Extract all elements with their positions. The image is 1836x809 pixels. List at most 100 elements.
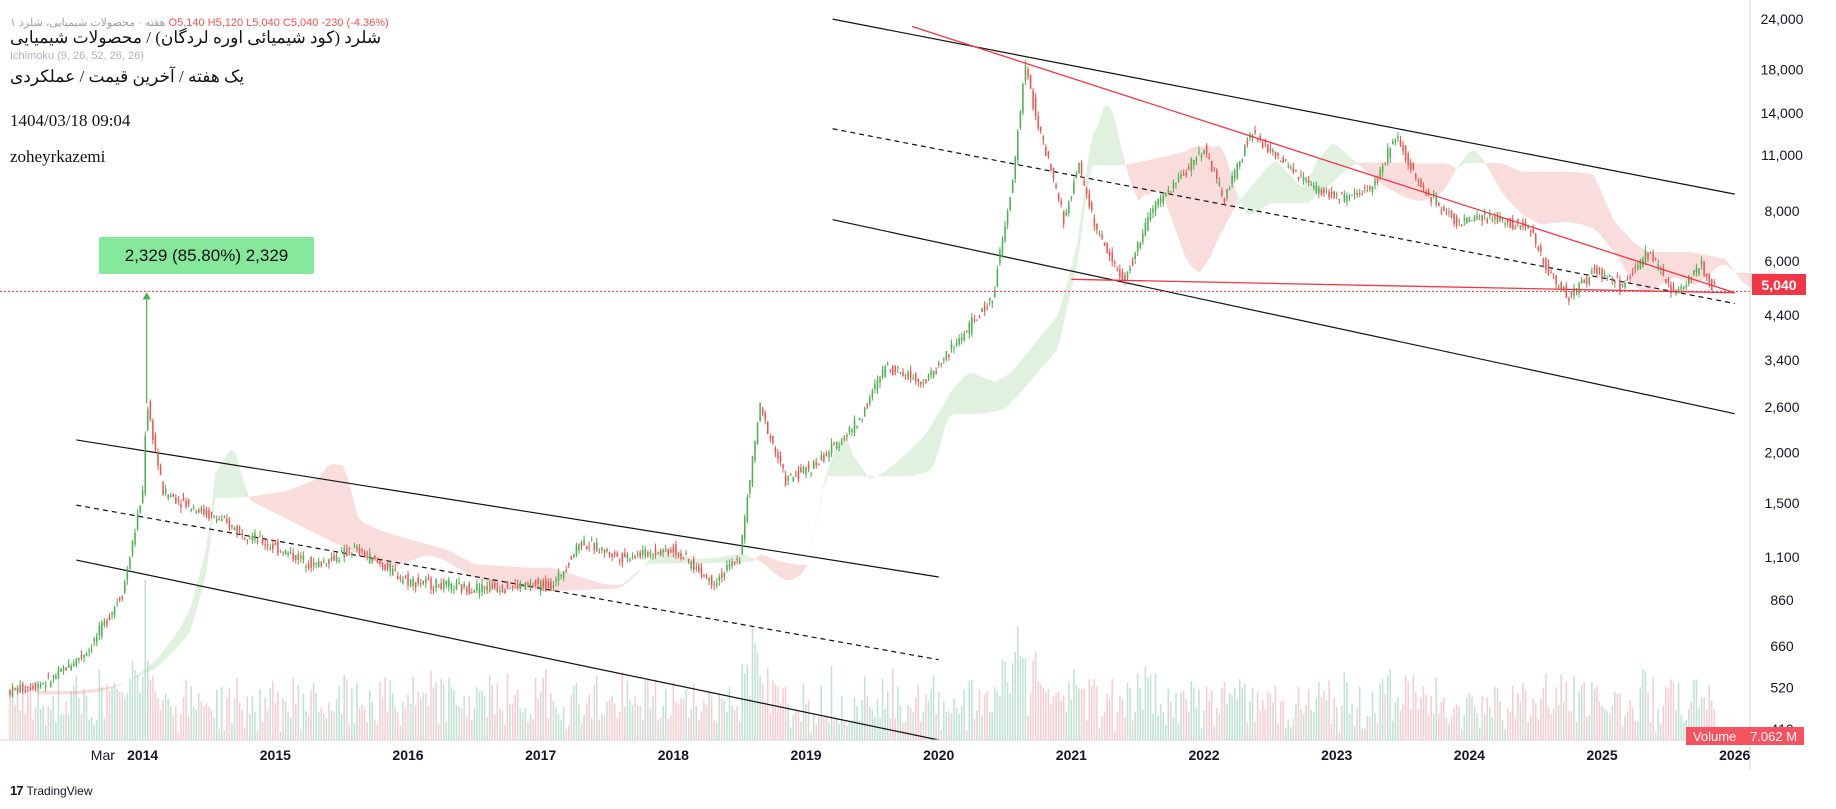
chart-author: zoheyrkazemi xyxy=(10,147,106,166)
cloud-segment xyxy=(919,435,925,474)
x-tick-label: 2023 xyxy=(1321,747,1352,763)
candle-body xyxy=(1279,160,1282,162)
volume-bar xyxy=(366,722,368,740)
volume-bar xyxy=(412,676,414,740)
volume-bar xyxy=(588,694,590,740)
volume-bar xyxy=(320,707,323,740)
candle-body xyxy=(147,409,149,431)
volume-bar xyxy=(491,684,493,740)
volume-bar xyxy=(448,677,450,740)
volume-bar xyxy=(32,719,34,740)
volume-bar xyxy=(1631,707,1634,740)
candle-body xyxy=(567,563,570,566)
candle-body xyxy=(266,544,269,546)
cloud-segment xyxy=(1470,151,1476,164)
volume-bar xyxy=(246,696,249,740)
x-tick-label: 2026 xyxy=(1719,747,1750,763)
candle-body xyxy=(348,551,351,553)
cloud-segment xyxy=(801,564,808,574)
candle-body xyxy=(1333,191,1335,198)
cloud-segment xyxy=(174,628,180,651)
volume-bar xyxy=(815,724,818,740)
volume-bar xyxy=(1348,713,1351,740)
volume-bar xyxy=(1616,693,1619,740)
candle-body xyxy=(376,559,379,563)
candle-body xyxy=(93,638,95,641)
volume-bar xyxy=(950,713,953,740)
volume-bar xyxy=(1091,685,1093,740)
candle-body xyxy=(1032,90,1034,109)
measure-label[interactable]: 2,329 (85.80%) 2,329 xyxy=(99,237,314,274)
candle-body xyxy=(1034,97,1037,117)
volume-bar xyxy=(478,691,481,740)
volume-bar xyxy=(741,664,744,740)
candle-body xyxy=(152,420,154,441)
volume-bar xyxy=(233,699,236,740)
volume-bar xyxy=(937,692,940,740)
cloud-segment xyxy=(1511,167,1517,209)
candle-body xyxy=(60,669,62,672)
candle-body xyxy=(562,571,565,579)
volume-bar xyxy=(300,729,302,740)
candle-body xyxy=(1494,216,1496,220)
cloud-segment xyxy=(424,543,430,557)
volume-bar xyxy=(1637,721,1639,740)
volume-bar xyxy=(555,707,557,740)
candle-body xyxy=(83,654,85,659)
candle-body xyxy=(1170,191,1172,193)
cloud-segment xyxy=(1169,154,1175,227)
volume-bar xyxy=(534,677,537,740)
volume-bar xyxy=(807,699,810,740)
candle-body xyxy=(1514,228,1517,230)
candle-body xyxy=(312,561,315,566)
candle-body xyxy=(445,581,448,586)
volume-bar xyxy=(703,700,705,740)
volume-bar xyxy=(1297,686,1300,740)
candle-body xyxy=(330,557,333,561)
volume-bar xyxy=(1639,687,1642,740)
candle-body xyxy=(988,297,991,301)
candle-body xyxy=(945,351,948,361)
volume-bar xyxy=(710,697,713,740)
candle-body xyxy=(807,464,810,470)
x-tick-label: 2021 xyxy=(1056,747,1087,763)
candle-body xyxy=(223,516,226,518)
candle-body xyxy=(1318,187,1320,194)
cloud-segment xyxy=(990,380,996,413)
legend-indicator[interactable]: Ichimoku (9, 26, 52, 26, 26) xyxy=(10,50,144,62)
volume-bar xyxy=(1182,690,1185,740)
volume-bar xyxy=(1514,717,1517,740)
volume-bar xyxy=(1228,692,1231,740)
candle-body xyxy=(560,574,562,576)
candle-body xyxy=(203,508,205,515)
x-tick-label: 2025 xyxy=(1586,747,1617,763)
candle-body xyxy=(1205,145,1208,154)
candle-body xyxy=(861,419,863,421)
candle-body xyxy=(797,470,800,480)
volume-bar xyxy=(565,729,567,740)
candle-body xyxy=(1596,267,1598,274)
volume-bar xyxy=(1619,693,1621,740)
candle-body xyxy=(1142,233,1144,242)
volume-bar xyxy=(1486,697,1489,740)
volume-bar xyxy=(180,714,182,740)
candle-body xyxy=(1323,188,1325,194)
candle-body xyxy=(1402,145,1404,151)
candle-body xyxy=(1384,162,1386,164)
candle-body xyxy=(871,390,874,398)
volume-bar xyxy=(1233,688,1236,740)
candle-body xyxy=(741,534,744,554)
cloud-segment xyxy=(1199,146,1206,273)
volume-bar xyxy=(1588,715,1591,740)
candle-body xyxy=(892,365,894,375)
tradingview-logo[interactable]: 17 TradingView xyxy=(10,783,93,798)
candle-body xyxy=(1295,170,1297,172)
candle-body xyxy=(238,527,241,530)
volume-bar xyxy=(506,673,509,740)
candle-body xyxy=(874,383,876,390)
trendlines xyxy=(0,25,1750,294)
candle-body xyxy=(1315,186,1318,193)
candle-body xyxy=(1226,188,1228,198)
volume-bar xyxy=(1341,705,1343,740)
